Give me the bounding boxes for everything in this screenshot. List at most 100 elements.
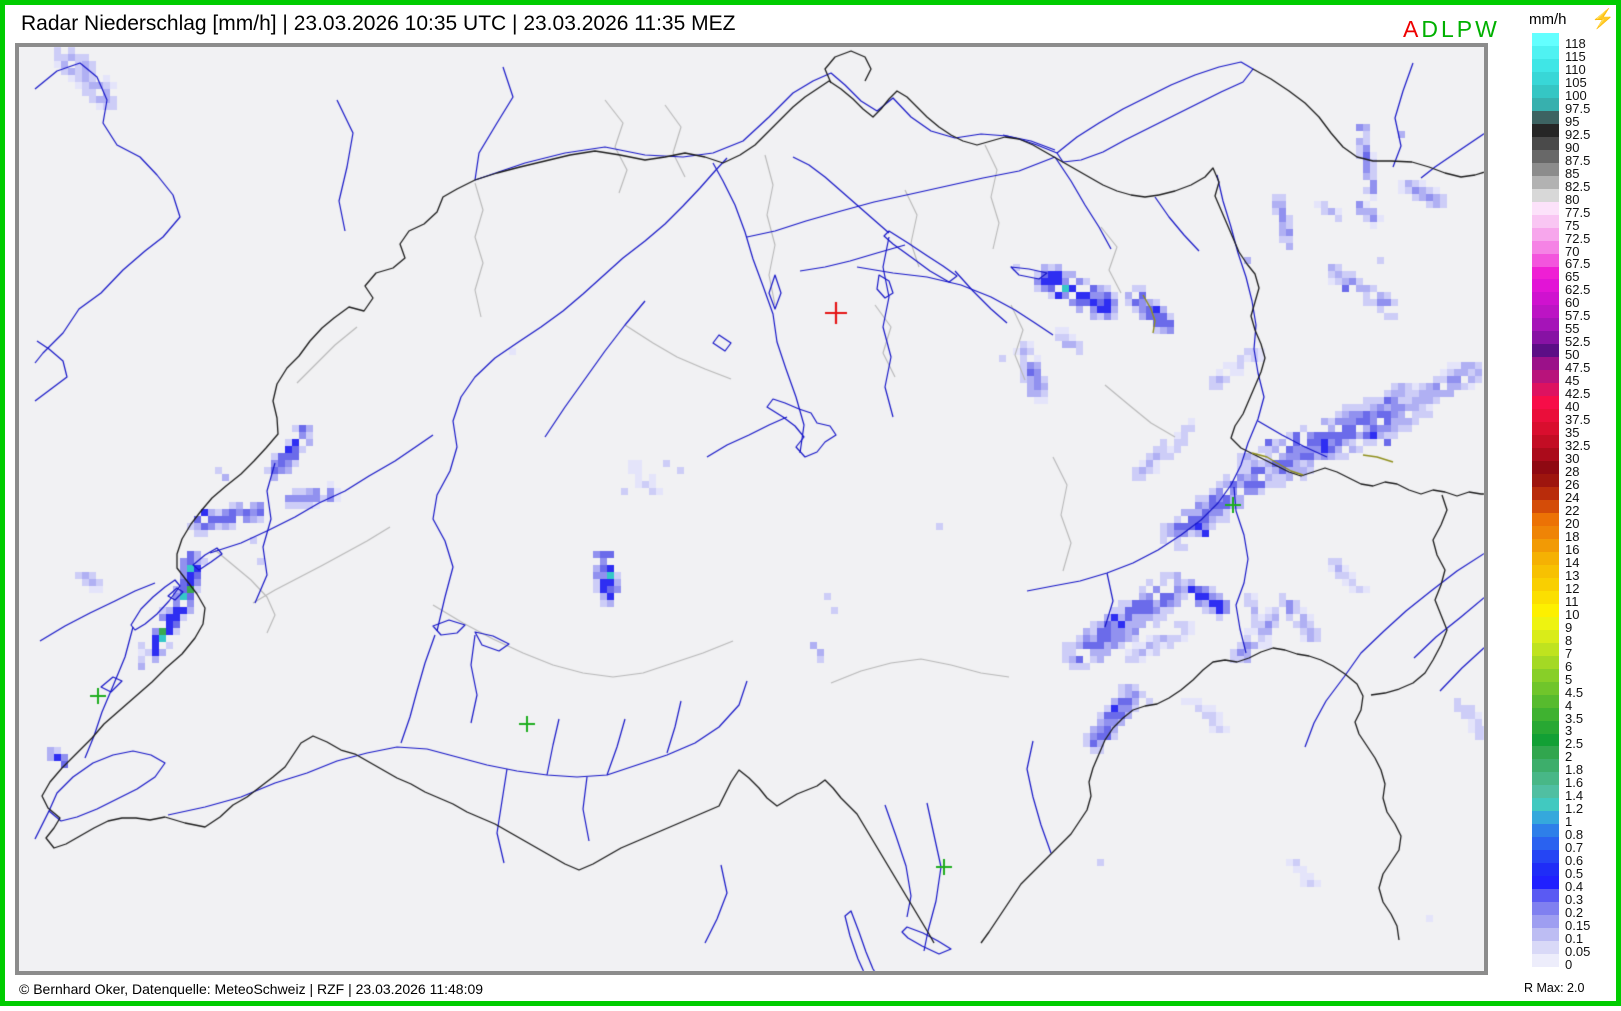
legend-entry: 72.5 bbox=[1532, 227, 1621, 245]
legend-entry: 0.1 bbox=[1532, 928, 1621, 945]
legend-entry: 3 bbox=[1532, 720, 1621, 739]
legend-entry: 0.4 bbox=[1532, 876, 1621, 893]
legend-value: 8 bbox=[1565, 632, 1573, 648]
legend-entry: 40 bbox=[1532, 396, 1621, 413]
legend-color-swatch bbox=[1532, 279, 1559, 293]
legend-value: 75 bbox=[1565, 217, 1580, 233]
legend-color-swatch bbox=[1532, 214, 1559, 229]
legend-color-swatch bbox=[1532, 642, 1559, 657]
legend-entry: 37.5 bbox=[1532, 409, 1621, 426]
legend-value: 0.2 bbox=[1565, 905, 1584, 921]
legend-entry: 105 bbox=[1532, 71, 1621, 89]
legend-color-swatch bbox=[1532, 616, 1559, 631]
legend-color-swatch bbox=[1532, 474, 1559, 488]
legend-entry: 13 bbox=[1532, 564, 1621, 582]
legend-value: 0.4 bbox=[1565, 879, 1584, 895]
legend-value: 92.5 bbox=[1565, 126, 1591, 142]
legend-color-swatch bbox=[1532, 512, 1559, 527]
legend-value: 12 bbox=[1565, 580, 1580, 596]
legend-value: 16 bbox=[1565, 541, 1580, 557]
legend-color-swatch bbox=[1532, 253, 1559, 267]
legend-value: 9 bbox=[1565, 619, 1573, 635]
legend-value: 42.5 bbox=[1565, 386, 1591, 402]
legend-entry: 87.5 bbox=[1532, 149, 1621, 167]
legend-entry: 10 bbox=[1532, 603, 1621, 621]
legend-color-swatch bbox=[1532, 941, 1559, 955]
legend-value: 0.7 bbox=[1565, 840, 1584, 856]
legend-entry: 85 bbox=[1532, 162, 1621, 180]
legend-entry: 60 bbox=[1532, 292, 1621, 309]
legend-entry: 11 bbox=[1532, 590, 1621, 608]
legend-color-swatch bbox=[1532, 305, 1559, 319]
legend-entry: 3.5 bbox=[1532, 707, 1621, 725]
legend-color-swatch bbox=[1532, 71, 1559, 86]
legend-color-swatch bbox=[1532, 97, 1559, 112]
lightning-bolt-icon: ⚡ bbox=[1591, 9, 1615, 30]
legend-value: 1.8 bbox=[1565, 762, 1584, 778]
legend-value: 5 bbox=[1565, 671, 1573, 687]
legend-color-swatch bbox=[1532, 240, 1559, 255]
legend-color-swatch bbox=[1532, 162, 1559, 177]
legend-value: 72.5 bbox=[1565, 230, 1591, 246]
legend-entry: 1.2 bbox=[1532, 798, 1621, 815]
brand-logo: ADLPW bbox=[1403, 16, 1500, 43]
legend-entry: 16 bbox=[1532, 538, 1621, 556]
legend-value: 14 bbox=[1565, 554, 1580, 570]
legend-value: 11 bbox=[1565, 593, 1579, 609]
legend-color-swatch bbox=[1532, 772, 1559, 786]
legend-color-swatch bbox=[1532, 344, 1559, 358]
legend-entry: 26 bbox=[1532, 474, 1621, 491]
legend-color-swatch bbox=[1532, 149, 1559, 164]
legend-value: 20 bbox=[1565, 515, 1580, 531]
legend-entry: 0.05 bbox=[1532, 941, 1621, 958]
legend-color-swatch bbox=[1532, 551, 1559, 566]
legend-entry: 82.5 bbox=[1532, 175, 1621, 193]
legend-entry: 47.5 bbox=[1532, 357, 1621, 374]
legend-entry: 28 bbox=[1532, 461, 1621, 478]
legend-color-swatch bbox=[1532, 681, 1559, 696]
legend-color-swatch bbox=[1532, 422, 1559, 436]
legend-color-swatch bbox=[1532, 227, 1559, 242]
legend-color-swatch bbox=[1532, 785, 1559, 799]
legend-value: 3 bbox=[1565, 723, 1573, 739]
legend-entry: 118 bbox=[1532, 33, 1621, 50]
legend-entry: 65 bbox=[1532, 266, 1621, 283]
legend-value: 0.15 bbox=[1565, 918, 1591, 934]
legend-color-swatch bbox=[1532, 110, 1559, 125]
legend-color-swatch bbox=[1532, 383, 1559, 397]
legend-entry: 62.5 bbox=[1532, 279, 1621, 296]
legend-color-swatch bbox=[1532, 175, 1559, 190]
legend-color-swatch bbox=[1532, 448, 1559, 462]
legend-color-swatch bbox=[1532, 629, 1559, 644]
legend-value: 30 bbox=[1565, 451, 1580, 467]
legend-value: 3.5 bbox=[1565, 710, 1584, 726]
legend-entry: 7 bbox=[1532, 642, 1621, 660]
legend-value: 2 bbox=[1565, 749, 1573, 765]
legend-value: 85 bbox=[1565, 165, 1580, 181]
legend-value: 80 bbox=[1565, 191, 1580, 207]
legend-entry: 70 bbox=[1532, 240, 1621, 258]
legend-color-swatch bbox=[1532, 266, 1559, 280]
legend-entry: 55 bbox=[1532, 318, 1621, 335]
page-title: Radar Niederschlag [mm/h] | 23.03.2026 1… bbox=[21, 12, 736, 35]
legend-entry: 42.5 bbox=[1532, 383, 1621, 400]
radar-map-canvas bbox=[5, 5, 1621, 1011]
legend-color-swatch bbox=[1532, 58, 1559, 73]
legend-entry: 12 bbox=[1532, 577, 1621, 595]
legend-color-swatch bbox=[1532, 850, 1559, 864]
legend-entry: 4 bbox=[1532, 694, 1621, 712]
legend-color-swatch bbox=[1532, 928, 1559, 942]
legend-value: 1.2 bbox=[1565, 801, 1584, 817]
legend-entry: 0.6 bbox=[1532, 850, 1621, 867]
legend-value: 57.5 bbox=[1565, 308, 1591, 324]
legend-color-swatch bbox=[1532, 824, 1559, 838]
legend-value: 0.3 bbox=[1565, 892, 1584, 908]
legend-color-swatch bbox=[1532, 889, 1559, 903]
legend-value: 40 bbox=[1565, 399, 1580, 415]
legend-entry: 0.5 bbox=[1532, 863, 1621, 880]
legend-value: 4.5 bbox=[1565, 684, 1584, 700]
legend-value: 62.5 bbox=[1565, 282, 1591, 298]
legend-value: 45 bbox=[1565, 373, 1580, 389]
legend-unit-label: mm/h bbox=[1529, 11, 1567, 28]
legend-entry: 50 bbox=[1532, 344, 1621, 361]
